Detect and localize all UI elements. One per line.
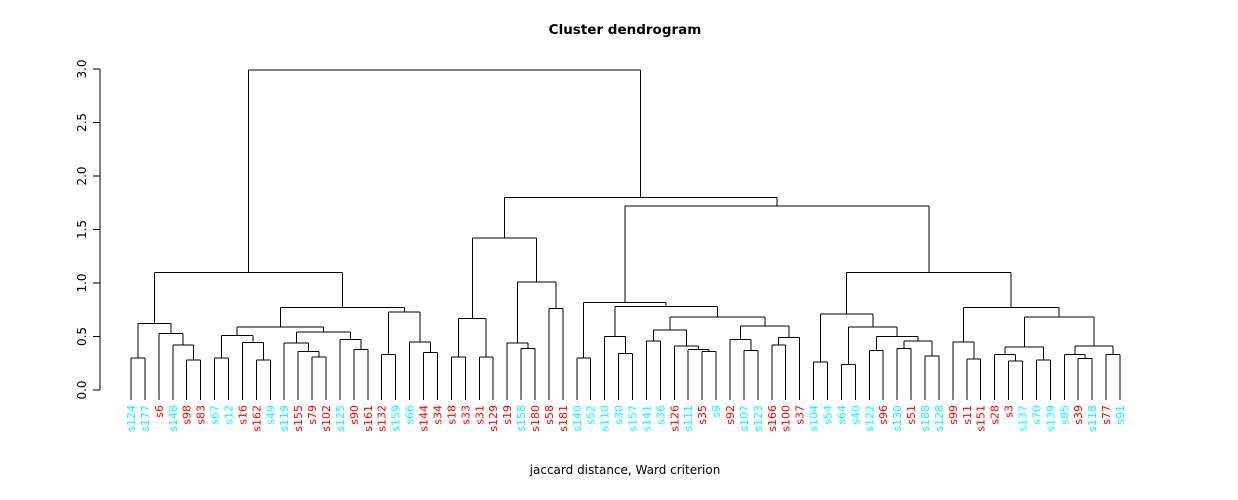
y-axis-tick-label: 1.0 (75, 273, 89, 292)
leaf-label: s161 (362, 405, 375, 432)
leaf-label: s158 (515, 405, 528, 432)
leaf-label: s35 (696, 405, 709, 425)
leaf-label: s98 (181, 405, 194, 425)
leaf-label: s51 (905, 405, 918, 425)
leaf-label: s6 (153, 405, 166, 418)
leaf-label: s40 (849, 405, 862, 425)
leaf-label: s58 (543, 405, 556, 425)
leaf-label: s52 (585, 405, 598, 425)
leaf-label: s36 (654, 405, 667, 425)
leaf-label: s67 (209, 405, 222, 425)
y-axis-tick-label: 0.0 (75, 380, 89, 399)
leaf-label: s83 (195, 405, 208, 425)
leaf-label: s148 (167, 405, 180, 432)
leaf-label: s128 (933, 405, 946, 432)
x-axis-caption: jaccard distance, Ward criterion (529, 463, 721, 477)
leaf-label: s102 (320, 405, 333, 432)
leaf-label: s90 (348, 405, 361, 425)
leaf-label: s19 (501, 405, 514, 425)
leaf-label: s33 (459, 405, 472, 425)
leaf-label: s137 (1017, 405, 1030, 432)
leaf-label: s34 (431, 405, 444, 425)
leaf-label: s107 (738, 405, 751, 432)
leaf-label: s123 (752, 405, 765, 432)
leaf-label: s39 (1072, 405, 1085, 425)
leaf-label: s16 (236, 405, 249, 425)
leaf-label: s37 (794, 405, 807, 425)
leaf-label: s151 (975, 405, 988, 432)
leaf-label: s104 (808, 405, 821, 432)
leaf-label: s140 (571, 405, 584, 432)
leaf-label: s77 (1100, 405, 1113, 425)
y-axis-tick-label: 0.5 (75, 327, 89, 346)
dendrogram-tree (130, 69, 1121, 400)
leaf-label: s31 (473, 405, 486, 425)
y-axis-tick-label: 3.0 (75, 59, 89, 78)
leaf-label: s85 (1058, 405, 1071, 425)
leaf-label: s111 (682, 405, 695, 432)
leaf-label: s110 (599, 405, 612, 432)
leaf-label: s129 (487, 405, 500, 432)
leaf-label: s12 (223, 405, 236, 425)
leaf-label: s130 (891, 405, 904, 432)
leaf-label: s30 (613, 405, 626, 425)
leaf-label: s92 (724, 405, 737, 425)
leaf-label: s49 (264, 405, 277, 425)
y-axis-tick-label: 1.5 (75, 220, 89, 239)
leaf-label: s118 (1086, 405, 1099, 432)
leaf-label: s141 (640, 405, 653, 432)
leaf-label: s3 (1003, 405, 1016, 418)
leaf-label: s162 (250, 405, 263, 432)
leaf-label: s188 (919, 405, 932, 432)
leaf-label: s11 (961, 405, 974, 425)
leaf-label: s177 (139, 405, 152, 432)
leaf-label: s18 (445, 405, 458, 425)
leaf-label: s70 (1030, 405, 1043, 425)
leaf-label: s100 (780, 405, 793, 432)
leaf-label: s181 (557, 405, 570, 432)
leaf-labels: s124 s177 s6 s148 s98 s83 s67 s12 s16 s162 s49 s119… (125, 405, 1127, 432)
chart-title: Cluster dendrogram (549, 22, 702, 38)
leaf-label: s28 (989, 405, 1002, 425)
leaf-label: s180 (529, 405, 542, 432)
leaf-label: s64 (835, 405, 848, 425)
leaf-label: s66 (404, 405, 417, 425)
leaf-label: s126 (668, 405, 681, 432)
leaf-label: s132 (376, 405, 389, 432)
leaf-label: s159 (390, 405, 403, 432)
y-axis-tick-label: 2.0 (75, 166, 89, 185)
leaf-label: s139 (1044, 405, 1057, 432)
leaf-label: s99 (947, 405, 960, 425)
leaf-label: s124 (125, 405, 138, 432)
leaf-label: s166 (766, 405, 779, 432)
y-axis: 0.0 0.5 1.0 1.5 2.0 2.5 3.0 (75, 59, 101, 400)
leaf-label: s54 (822, 405, 835, 425)
leaf-label: s125 (334, 405, 347, 432)
leaf-label: s144 (418, 405, 431, 432)
leaf-label: s155 (292, 405, 305, 432)
leaf-label: s91 (1114, 405, 1127, 425)
leaf-label: s119 (278, 405, 291, 432)
leaf-label: s122 (863, 405, 876, 432)
y-axis-tick-label: 2.5 (75, 113, 89, 132)
leaf-label: s79 (306, 405, 319, 425)
leaf-label: s9 (710, 405, 723, 418)
leaf-label: s96 (877, 405, 890, 425)
leaf-label: s157 (626, 405, 639, 432)
